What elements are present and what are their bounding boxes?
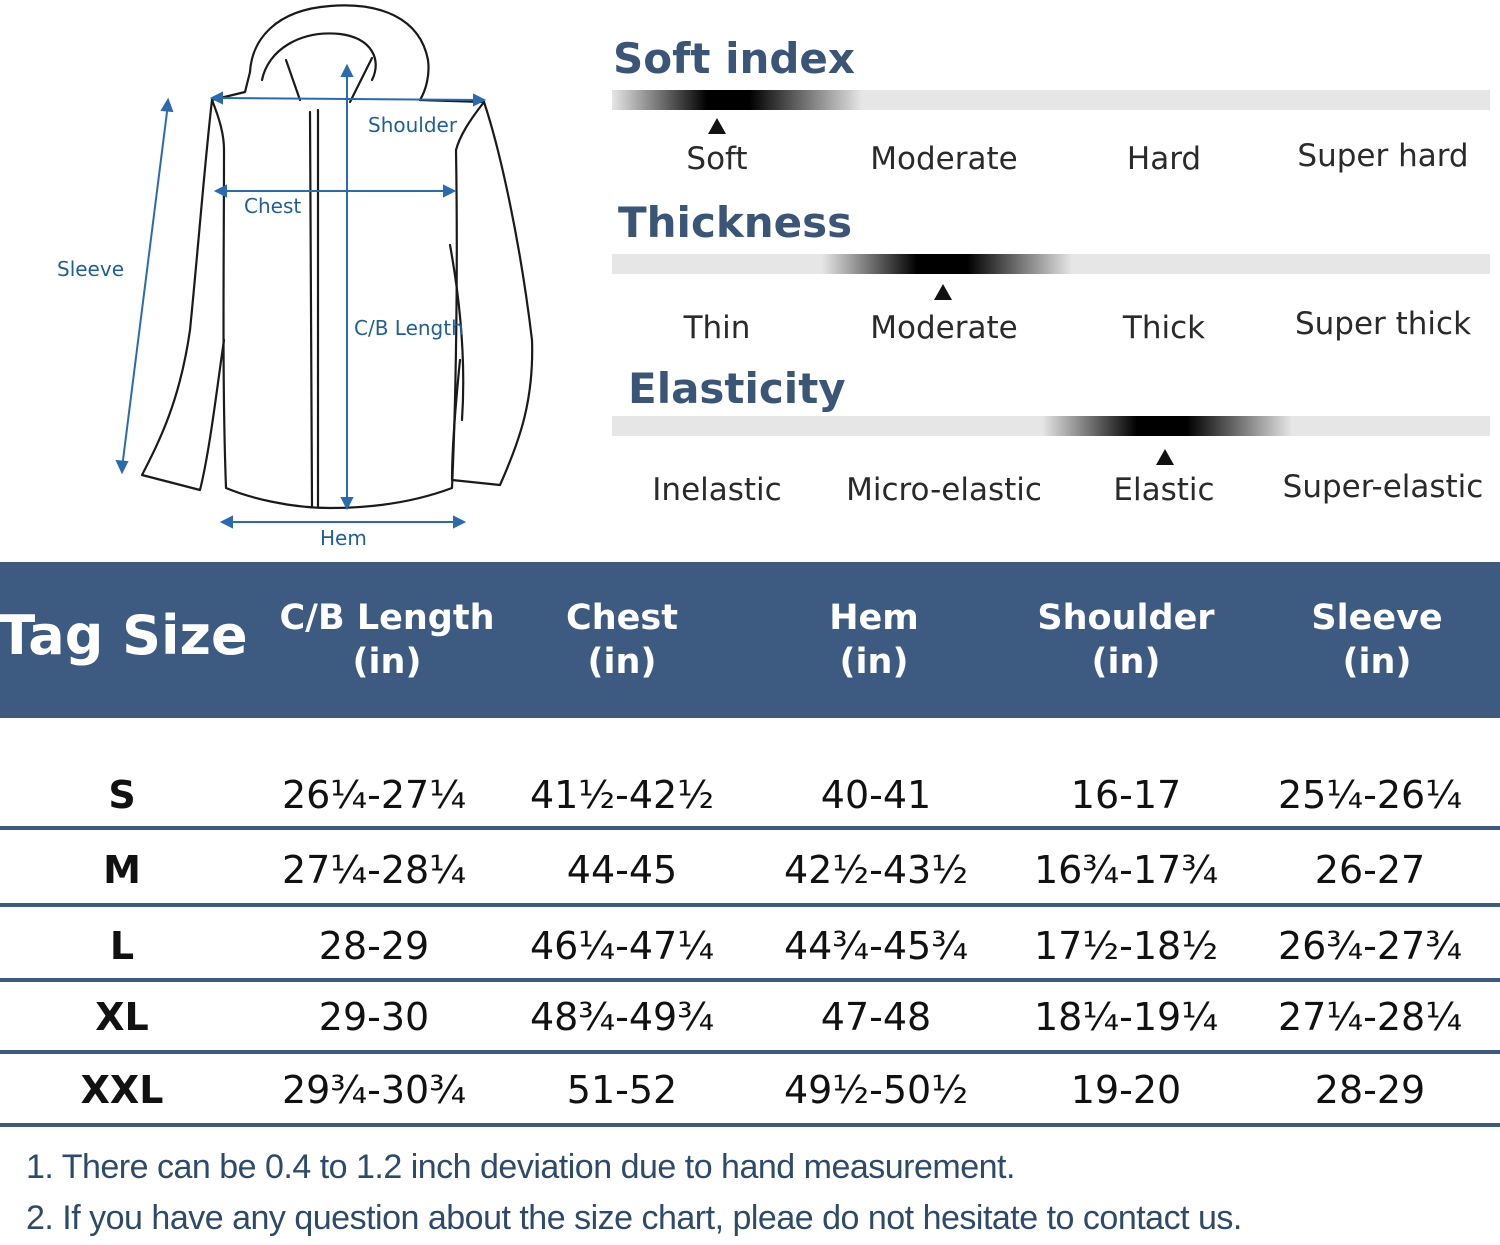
- column-header-label: Shoulder: [1037, 598, 1215, 638]
- table-cell-sleeve: 26¾-27¾: [1277, 924, 1463, 968]
- thickness-title: Thickness: [618, 198, 853, 247]
- table-row-l: L 28-29 46¼-47¼ 44¾-45¾ 17½-18½ 26¾-27¾: [0, 911, 1500, 981]
- elasticity-option-inelastic: Inelastic: [652, 472, 782, 508]
- column-header-label: Chest: [566, 598, 678, 638]
- table-cell-cb-length: 29-30: [318, 995, 430, 1039]
- table-cell-chest: 41½-42½: [529, 773, 715, 817]
- table-cell-chest: 44-45: [566, 848, 678, 892]
- elasticity-marker-icon: [1156, 449, 1174, 465]
- soft-index-option-super-hard: Super hard: [1297, 138, 1469, 174]
- elasticity-option-micro-elastic: Micro-elastic: [846, 472, 1042, 508]
- table-cell-hem: 49½-50½: [783, 1068, 969, 1112]
- soft-index-marker-icon: [708, 118, 726, 134]
- table-row-m: M 27¼-28¼ 44-45 42½-43½ 16¾-17¾ 26-27: [0, 835, 1500, 905]
- table-cell-size: XL: [95, 995, 149, 1039]
- table-row-xl: XL 29-30 48¾-49¾ 47-48 18¼-19¼ 27¼-28¼: [0, 982, 1500, 1052]
- column-header-cb-length: C/B Length (in): [280, 596, 495, 684]
- sleeve-label: Sleeve: [57, 257, 125, 281]
- column-header-label: C/B Length: [279, 598, 495, 638]
- table-cell-sleeve: 25¼-26¼: [1277, 773, 1463, 817]
- table-cell-shoulder: 16-17: [1070, 773, 1182, 817]
- column-header-label: Hem: [829, 598, 919, 638]
- column-header-unit: (in): [839, 642, 909, 682]
- note-contact: 2. If you have any question about the si…: [26, 1199, 1242, 1237]
- table-cell-size: L: [109, 924, 135, 968]
- table-cell-chest: 51-52: [566, 1068, 678, 1112]
- thickness-option-thin: Thin: [683, 310, 751, 346]
- table-cell-hem: 42½-43½: [783, 848, 969, 892]
- chest-label: Chest: [244, 194, 302, 218]
- table-cell-shoulder: 16¾-17¾: [1033, 848, 1219, 892]
- table-cell-hem: 40-41: [820, 773, 932, 817]
- column-header-chest: Chest (in): [566, 596, 678, 684]
- note-deviation: 1. There can be 0.4 to 1.2 inch deviatio…: [26, 1148, 1015, 1186]
- column-header-unit: (in): [352, 642, 422, 682]
- elasticity-indicator: [1042, 416, 1292, 436]
- table-row-s: S 26¼-27¼ 41½-42½ 40-41 16-17 25¼-26¼: [0, 760, 1500, 830]
- column-header-hem: Hem (in): [829, 596, 919, 684]
- table-cell-cb-length: 26¼-27¼: [281, 773, 467, 817]
- table-cell-hem: 44¾-45¾: [783, 924, 969, 968]
- column-header-label: Sleeve: [1311, 598, 1443, 638]
- table-cell-size: S: [108, 773, 136, 817]
- table-cell-hem: 47-48: [820, 995, 932, 1039]
- elasticity-option-elastic: Elastic: [1113, 472, 1215, 508]
- thickness-option-super-thick: Super thick: [1294, 306, 1472, 342]
- shoulder-label: Shoulder: [368, 113, 458, 137]
- table-cell-cb-length: 28-29: [318, 924, 430, 968]
- table-cell-shoulder: 18¼-19¼: [1033, 995, 1219, 1039]
- column-header-tag-size: Tag Size: [0, 604, 248, 667]
- thickness-option-thick: Thick: [1122, 310, 1206, 346]
- soft-index-indicator: [612, 90, 862, 110]
- table-cell-cb-length: 27¼-28¼: [281, 848, 467, 892]
- size-table-header: [0, 562, 1500, 718]
- length-label: C/B Length: [354, 316, 464, 340]
- soft-index-option-soft: Soft: [686, 141, 748, 177]
- column-header-unit: (in): [587, 642, 657, 682]
- table-cell-sleeve: 26-27: [1314, 848, 1426, 892]
- table-cell-size: XXL: [80, 1068, 164, 1112]
- column-header-unit: (in): [1091, 642, 1161, 682]
- column-header-shoulder: Shoulder (in): [1037, 596, 1214, 684]
- thickness-option-moderate: Moderate: [870, 310, 1018, 346]
- row-divider: [0, 1123, 1500, 1127]
- table-cell-sleeve: 28-29: [1314, 1068, 1426, 1112]
- elasticity-scale: [612, 416, 1490, 436]
- hem-label: Hem: [320, 526, 367, 550]
- column-header-unit: (in): [1342, 642, 1412, 682]
- table-row-xxl: XXL 29¾-30¾ 51-52 49½-50½ 19-20 28-29: [0, 1055, 1500, 1125]
- jacket-measurement-diagram: Shoulder Chest Sleeve C/B Length Hem: [0, 0, 560, 560]
- elasticity-title: Elasticity: [628, 364, 846, 413]
- table-cell-chest: 48¾-49¾: [529, 995, 715, 1039]
- soft-index-title: Soft index: [613, 34, 856, 83]
- table-cell-cb-length: 29¾-30¾: [281, 1068, 467, 1112]
- table-cell-shoulder: 19-20: [1070, 1068, 1182, 1112]
- column-header-sleeve: Sleeve (in): [1311, 596, 1442, 684]
- thickness-scale: [612, 254, 1490, 274]
- thickness-indicator: [822, 254, 1072, 274]
- row-divider: [0, 903, 1500, 907]
- soft-index-option-hard: Hard: [1126, 141, 1202, 177]
- row-divider: [0, 978, 1500, 982]
- table-cell-sleeve: 27¼-28¼: [1277, 995, 1463, 1039]
- table-cell-shoulder: 17½-18½: [1033, 924, 1219, 968]
- row-divider: [0, 1050, 1500, 1054]
- table-cell-size: M: [103, 848, 141, 892]
- soft-index-scale: [612, 90, 1490, 110]
- soft-index-option-moderate: Moderate: [870, 141, 1018, 177]
- table-cell-chest: 46¼-47¼: [529, 924, 715, 968]
- thickness-marker-icon: [934, 284, 952, 300]
- jacket-outline-icon: [115, 4, 534, 529]
- row-divider: [0, 826, 1500, 830]
- elasticity-option-super-elastic: Super-elastic: [1282, 469, 1484, 505]
